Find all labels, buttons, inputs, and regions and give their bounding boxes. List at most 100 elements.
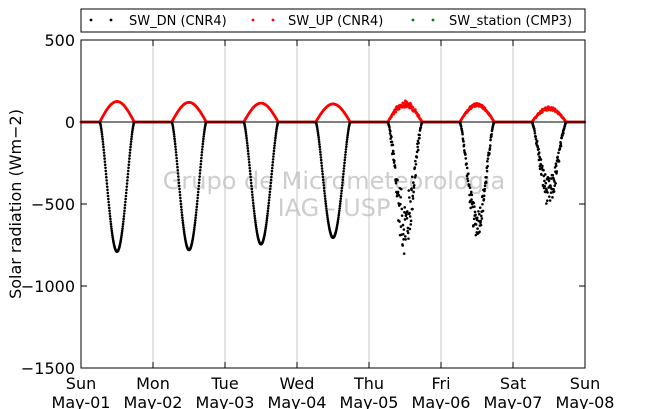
sw-dn-point [321,169,324,173]
sw-dn-point [126,175,129,179]
sw-dn-point [202,130,206,134]
sw-dn-point [557,151,560,155]
sw-dn-point [411,207,414,211]
sw-dn-point [200,153,203,157]
sw-dn-point [393,159,396,163]
sw-dn-point [469,190,473,194]
sw-dn-point [247,155,250,158]
sw-dn-point [325,211,329,215]
sw-dn-point [405,213,408,216]
sw-dn-point [182,226,185,229]
sw-dn-point [192,230,196,233]
sw-dn-point [198,169,202,172]
sw-dn-point [465,166,469,170]
sw-dn-point [180,208,183,211]
sw-dn-point [253,219,257,222]
sw-dn-point [129,142,133,146]
sw-dn-point [122,212,126,215]
sw-dn-point [472,217,476,221]
sw-dn-point [202,135,205,138]
sw-dn-point [418,136,421,140]
legend-marker [109,18,113,22]
sw-dn-point [540,166,544,170]
sw-dn-point [128,157,131,160]
sw-dn-point [408,196,411,199]
sw-dn-point [321,175,325,179]
sw-dn-point [130,135,133,138]
sw-dn-point [319,150,322,154]
sw-dn-point [103,154,106,157]
sw-dn-point [337,215,340,219]
sw-dn-point [403,218,407,221]
sw-dn-point [555,172,558,175]
sw-dn-point [342,164,346,167]
sw-dn-point [339,199,342,203]
sw-dn-point [461,130,464,134]
sw-dn-point [341,175,345,179]
sw-dn-point [317,138,321,141]
sw-dn-point [318,145,322,149]
sw-dn-point [194,216,197,220]
sw-dn-point [195,208,198,211]
sw-dn-point [125,182,129,185]
sw-dn-point [345,138,349,141]
sw-dn-point [344,145,348,149]
sw-dn-point [344,148,348,151]
sw-dn-point [396,190,400,194]
sw-dn-point [557,160,561,163]
sw-dn-point [107,203,111,207]
sw-dn-point [394,181,398,185]
sw-dn-point [490,134,493,138]
sw-dn-point [129,145,132,149]
sw-dn-point [537,147,540,151]
sw-dn-point [465,162,468,166]
sw-dn-point [268,193,271,196]
sw-dn-point [177,178,180,181]
sw-dn-point [254,225,258,229]
sw-dn-point [408,215,412,218]
sw-dn-point [337,213,341,217]
sw-dn-point [192,234,195,237]
sw-dn-point [198,178,201,181]
legend-label: SW_UP (CNR4) [288,14,383,29]
sw-dn-point [195,202,199,206]
sw-dn-point [249,178,253,182]
sw-dn-point [253,212,256,215]
sw-dn-point [316,131,320,135]
sw-dn-point [250,187,254,191]
sw-dn-point [249,175,252,179]
sw-dn-point [107,197,110,201]
sw-dn-point [338,202,342,206]
sw-dn-point [269,178,273,182]
sw-dn-point [473,205,476,208]
sw-dn-point [478,230,481,234]
sw-dn-point [401,223,405,227]
sw-dn-point [181,216,184,220]
sw-dn-point [397,194,401,197]
sw-dn-point [480,214,483,218]
sw-dn-point [488,144,492,147]
sw-dn-point [549,191,553,194]
sw-dn-point [388,125,391,129]
sw-dn-point [547,195,551,198]
sw-dn-point [402,252,406,255]
sw-dn-point [533,127,536,131]
sw-dn-point [546,191,549,194]
sw-dn-point [486,164,489,168]
sw-dn-point [105,185,109,188]
sw-dn-point [486,157,490,160]
sw-dn-point [340,189,343,193]
sw-dn-point [414,162,418,166]
sw-dn-point [560,136,563,140]
x-tick-label-date: May-04 [268,393,327,409]
legend-label: SW_DN (CNR4) [129,14,227,29]
sw-dn-point [393,164,397,167]
legend-box [80,8,586,33]
sw-dn-point [249,181,253,185]
sw-dn-point [479,219,483,223]
sw-dn-point [400,207,404,211]
sw-dn-point [273,141,277,145]
sw-dn-point [543,179,546,183]
sw-dn-point [324,202,328,206]
sw-dn-point [109,225,113,228]
